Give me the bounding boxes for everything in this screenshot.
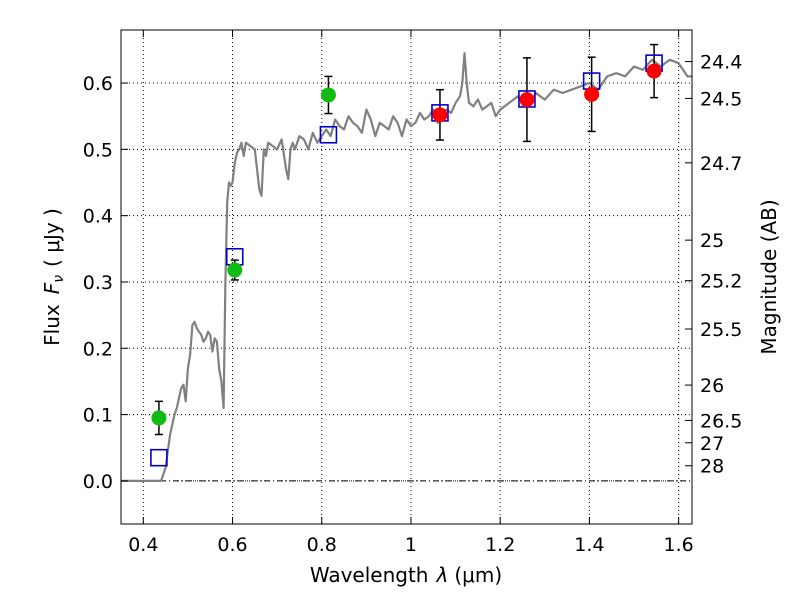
y-tick-label: 0.0 [83, 471, 113, 493]
red-data-point [432, 107, 448, 123]
y-axis-label-text: Flux [40, 304, 64, 346]
y-tick-label: 0.5 [83, 139, 113, 161]
magnitude-axis-label: Magnitude (AB) [757, 199, 781, 354]
model-point-marker [150, 448, 168, 467]
red-data-point [646, 63, 662, 79]
magnitude-tick-label: 28 [700, 456, 724, 478]
x-axis-label-text: Wavelength [310, 563, 429, 587]
x-tick-label: 0.4 [128, 534, 158, 556]
magnitude-tick-label: 27 [700, 433, 724, 455]
model-spectrum [121, 52, 692, 482]
x-tick-label: 1.6 [664, 534, 694, 556]
green-data-points [151, 87, 336, 426]
y-axis-ticks: 0.0 0.1 0.2 0.3 0.4 0.5 0.6 [83, 73, 128, 493]
green-data-point [227, 262, 243, 278]
y-axis-label: Flux Fν ( μJy ) [40, 208, 67, 346]
y-tick-label: 0.3 [83, 272, 113, 294]
y-tick-label: 0.1 [83, 405, 113, 427]
magnitude-tick-label: 26 [700, 375, 724, 397]
red-data-point [584, 86, 600, 102]
y-axis-label-unit: ( μJy ) [40, 208, 64, 267]
x-axis-label-symbol: λ [436, 563, 449, 587]
x-tick-label: 1 [405, 534, 417, 556]
model-point-marker [319, 125, 338, 144]
x-axis-label: Wavelength λ (μm) [310, 563, 502, 587]
magnitude-tick-label: 25.2 [700, 271, 742, 293]
plot-frame [120, 29, 693, 525]
magnitude-tick-label: 24.5 [700, 88, 742, 110]
red-data-points [432, 63, 662, 123]
magnitude-tick-label: 25.5 [700, 319, 742, 341]
green-data-point [151, 410, 167, 426]
x-axis-label-unit: (μm) [454, 563, 502, 587]
x-tick-label: 1.2 [485, 534, 515, 556]
spectrum-line [121, 52, 692, 482]
x-tick-label: 0.6 [217, 534, 247, 556]
magnitude-tick-label: 24.4 [700, 52, 742, 74]
y-tick-label: 0.6 [83, 73, 113, 95]
y-tick-label: 0.2 [83, 338, 113, 360]
x-tick-label: 0.8 [307, 534, 337, 556]
x-tick-label: 1.4 [574, 534, 604, 556]
green-data-point [320, 87, 336, 103]
y-axis-label-symbol: F [40, 282, 64, 294]
y-tick-label: 0.4 [83, 206, 113, 228]
y-axis-label-sub: ν [51, 275, 67, 283]
magnitude-tick-label: 25 [700, 230, 724, 252]
magnitude-tick-label: 24.7 [700, 153, 742, 175]
x-axis-ticks: 0.4 0.6 0.8 1 1.2 1.4 1.6 [128, 30, 694, 556]
red-data-point [519, 92, 535, 108]
magnitude-tick-label: 26.5 [700, 410, 742, 432]
